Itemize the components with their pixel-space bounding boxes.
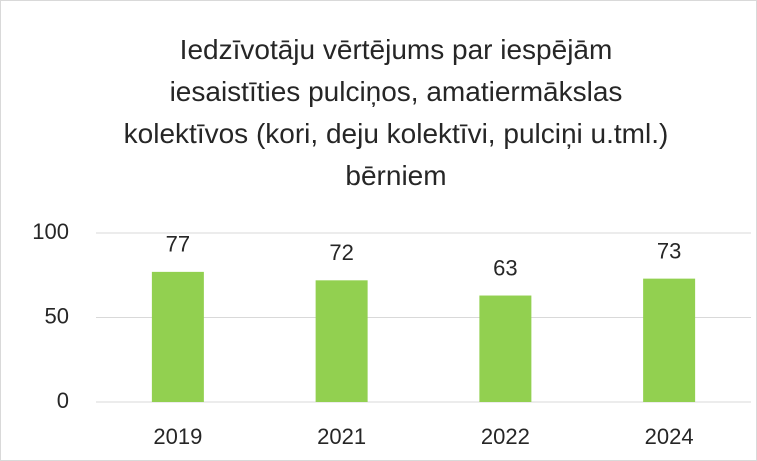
chart-title: Iedzīvotāju vērtējums par iespējām iesai… bbox=[123, 34, 669, 191]
x-tick-label: 2021 bbox=[317, 424, 366, 449]
x-tick-label: 2024 bbox=[645, 424, 694, 449]
x-tick-label: 2019 bbox=[153, 424, 202, 449]
bar bbox=[151, 271, 204, 402]
data-label: 63 bbox=[493, 255, 517, 280]
data-label: 77 bbox=[166, 232, 190, 257]
y-tick-label: 50 bbox=[45, 303, 69, 328]
x-tick-label: 2022 bbox=[481, 424, 530, 449]
y-tick-label: 100 bbox=[32, 219, 69, 244]
bar bbox=[315, 280, 368, 402]
bar bbox=[643, 278, 696, 402]
bar bbox=[479, 295, 532, 402]
data-label: 73 bbox=[657, 238, 681, 263]
y-tick-label: 0 bbox=[57, 388, 69, 413]
data-label: 72 bbox=[329, 240, 353, 265]
